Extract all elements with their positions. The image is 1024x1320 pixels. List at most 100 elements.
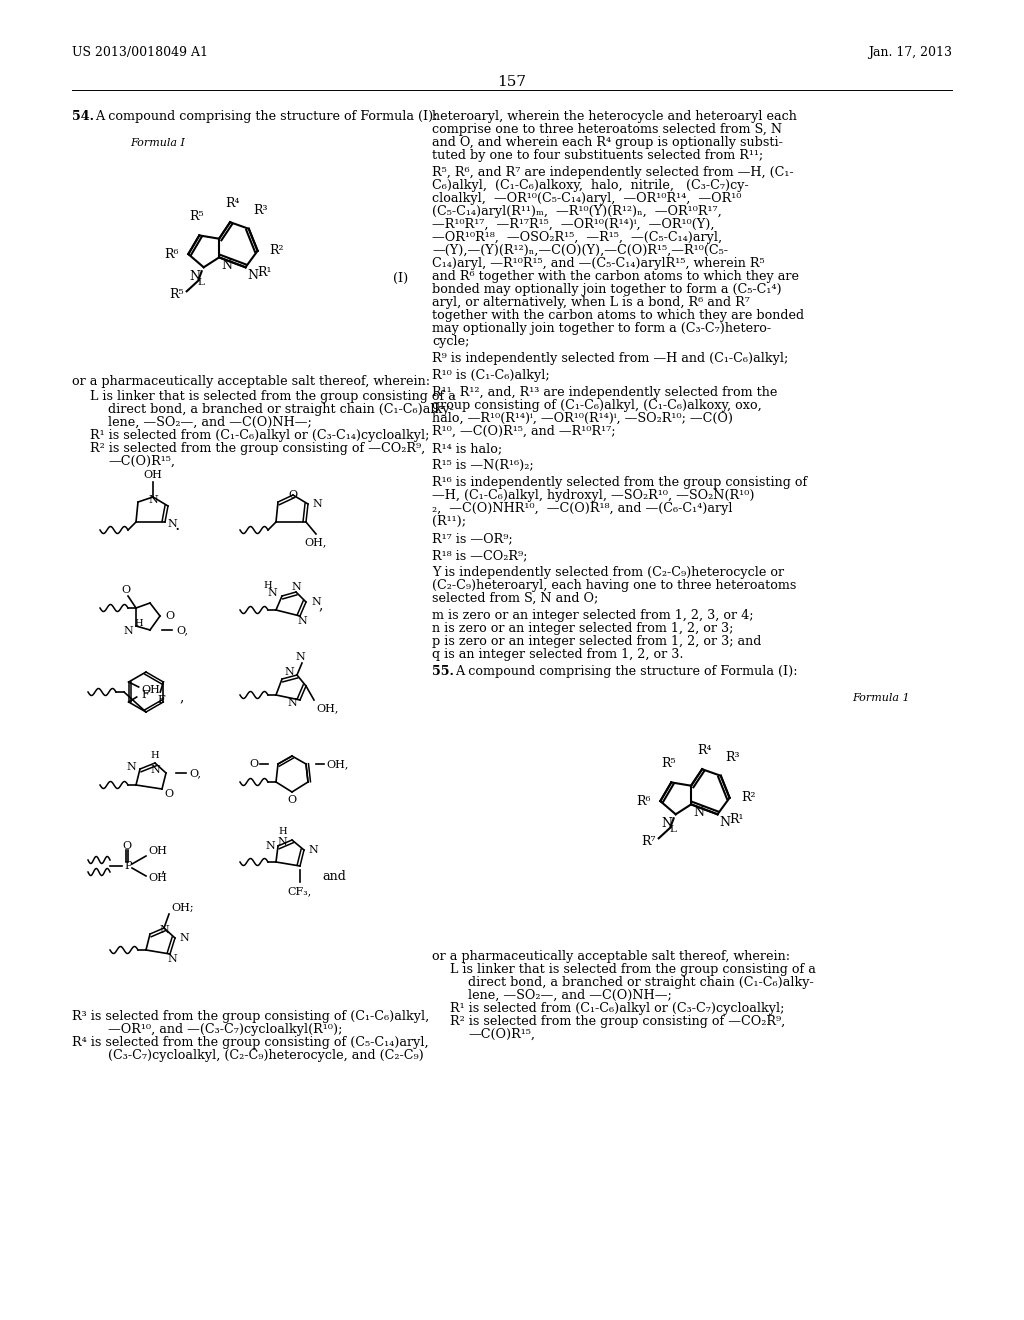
Text: Jan. 17, 2013: Jan. 17, 2013	[868, 46, 952, 59]
Text: OH,: OH,	[305, 537, 328, 546]
Text: halo, —R¹⁰(R¹⁴)ⁱ, —OR¹⁰(R¹⁴)ⁱ, —SO₂R¹⁰; —C(O): halo, —R¹⁰(R¹⁴)ⁱ, —OR¹⁰(R¹⁴)ⁱ, —SO₂R¹⁰; …	[432, 412, 733, 425]
Text: N: N	[662, 817, 673, 830]
Text: C₆)alkyl,  (C₁-C₆)alkoxy,  halo,  nitrile,   (C₃-C₇)cy-: C₆)alkyl, (C₁-C₆)alkoxy, halo, nitrile, …	[432, 180, 749, 191]
Text: N: N	[179, 933, 188, 942]
Text: comprise one to three heteroatoms selected from S, N: comprise one to three heteroatoms select…	[432, 123, 782, 136]
Text: N: N	[167, 954, 177, 964]
Text: (I): (I)	[393, 272, 409, 285]
Text: R³ is selected from the group consisting of (C₁-C₆)alkyl,: R³ is selected from the group consisting…	[72, 1010, 429, 1023]
Text: cycle;: cycle;	[432, 335, 469, 348]
Text: R¹ is selected from (C₁-C₆)alkyl or (C₃-C₁₄)cycloalkyl;: R¹ is selected from (C₁-C₆)alkyl or (C₃-…	[90, 429, 429, 442]
Text: OH: OH	[148, 846, 167, 855]
Text: p is zero or an integer selected from 1, 2, or 3; and: p is zero or an integer selected from 1,…	[432, 635, 762, 648]
Text: N: N	[151, 766, 160, 775]
Text: ,: ,	[179, 690, 183, 704]
Text: O: O	[249, 759, 258, 770]
Text: m is zero or an integer selected from 1, 2, 3, or 4;: m is zero or an integer selected from 1,…	[432, 609, 754, 622]
Text: H: H	[135, 619, 143, 627]
Text: R¹⁶ is independently selected from the group consisting of: R¹⁶ is independently selected from the g…	[432, 477, 807, 488]
Text: R¹¹, R¹², and, R¹³ are independently selected from the: R¹¹, R¹², and, R¹³ are independently sel…	[432, 385, 777, 399]
Text: N: N	[311, 597, 321, 607]
Text: selected from S, N and O;: selected from S, N and O;	[432, 591, 598, 605]
Text: heteroaryl, wherein the heterocycle and heteroaryl each: heteroaryl, wherein the heterocycle and …	[432, 110, 797, 123]
Text: OH: OH	[143, 470, 163, 480]
Text: O: O	[164, 789, 173, 799]
Text: or a pharmaceutically acceptable salt thereof, wherein:: or a pharmaceutically acceptable salt th…	[72, 375, 430, 388]
Text: H: H	[279, 828, 287, 837]
Text: O: O	[123, 841, 131, 851]
Text: —C(O)R¹⁵,: —C(O)R¹⁵,	[108, 455, 175, 469]
Text: N: N	[312, 499, 322, 510]
Text: N: N	[297, 616, 307, 626]
Text: O: O	[165, 611, 174, 620]
Text: (R¹¹);: (R¹¹);	[432, 515, 466, 528]
Text: —R¹⁰R¹⁷,  —R¹⁷R¹⁵,  —OR¹⁰(R¹⁴)ⁱ,  —OR¹⁰(Y),: —R¹⁰R¹⁷, —R¹⁷R¹⁵, —OR¹⁰(R¹⁴)ⁱ, —OR¹⁰(Y),	[432, 218, 715, 231]
Text: 157: 157	[498, 75, 526, 88]
Text: R⁶: R⁶	[636, 795, 650, 808]
Text: (C₃-C₇)cycloalkyl, (C₂-C₉)heterocycle, and (C₂-C₉): (C₃-C₇)cycloalkyl, (C₂-C₉)heterocycle, a…	[108, 1049, 424, 1063]
Text: R¹⁰ is (C₁-C₆)alkyl;: R¹⁰ is (C₁-C₆)alkyl;	[432, 370, 550, 381]
Text: n is zero or an integer selected from 1, 2, or 3;: n is zero or an integer selected from 1,…	[432, 622, 733, 635]
Text: R²: R²	[741, 791, 756, 804]
Text: CF₃,: CF₃,	[288, 886, 312, 896]
Text: R¹⁴ is halo;: R¹⁴ is halo;	[432, 442, 502, 455]
Text: OH;: OH;	[171, 903, 194, 913]
Text: N: N	[248, 269, 258, 282]
Text: OH,: OH,	[326, 759, 348, 770]
Text: and O, and wherein each R⁴ group is optionally substi-: and O, and wherein each R⁴ group is opti…	[432, 136, 783, 149]
Text: N: N	[267, 587, 278, 598]
Text: —OR¹⁰, and —(C₃-C₇)cycloalkyl(R¹⁰);: —OR¹⁰, and —(C₃-C₇)cycloalkyl(R¹⁰);	[108, 1023, 342, 1036]
Text: L: L	[670, 825, 676, 834]
Text: H: H	[263, 582, 272, 590]
Text: R⁶: R⁶	[164, 248, 178, 260]
Text: F: F	[141, 690, 150, 700]
Text: Y is independently selected from (C₂-C₉)heterocycle or: Y is independently selected from (C₂-C₉)…	[432, 566, 784, 579]
Text: R² is selected from the group consisting of —CO₂R⁹,: R² is selected from the group consisting…	[450, 1015, 785, 1028]
Text: O: O	[289, 490, 298, 500]
Text: N: N	[278, 837, 287, 847]
Text: R¹⁸ is —CO₂R⁹;: R¹⁸ is —CO₂R⁹;	[432, 549, 527, 562]
Text: —H, (C₁-C₆)alkyl, hydroxyl, —SO₂R¹⁰, —SO₂N(R¹⁰): —H, (C₁-C₆)alkyl, hydroxyl, —SO₂R¹⁰, —SO…	[432, 488, 755, 502]
Text: (C₅-C₁₄)aryl(R¹¹)ₘ,  —R¹⁰(Y)(R¹²)ₙ,  —OR¹⁰R¹⁷,: (C₅-C₁₄)aryl(R¹¹)ₘ, —R¹⁰(Y)(R¹²)ₙ, —OR¹⁰…	[432, 205, 722, 218]
Text: —(Y),—(Y)(R¹²)ₙ,—C(O)(Y),—C(O)R¹⁵,—R¹⁰(C₅-: —(Y),—(Y)(R¹²)ₙ,—C(O)(Y),—C(O)R¹⁵,—R¹⁰(C…	[432, 244, 728, 257]
Text: Formula 1: Formula 1	[852, 693, 910, 704]
Text: 54.: 54.	[72, 110, 94, 123]
Text: O,: O,	[176, 624, 188, 635]
Text: R³: R³	[725, 751, 739, 764]
Text: N: N	[126, 762, 136, 772]
Text: N: N	[189, 271, 201, 284]
Text: or a pharmaceutically acceptable salt thereof, wherein:: or a pharmaceutically acceptable salt th…	[432, 950, 791, 964]
Text: O: O	[122, 585, 131, 595]
Text: R⁴: R⁴	[697, 744, 712, 758]
Text: together with the carbon atoms to which they are bonded: together with the carbon atoms to which …	[432, 309, 804, 322]
Text: and: and	[322, 870, 346, 883]
Text: —OR¹⁰R¹⁸,  —OSO₂R¹⁵,  —R¹⁵,  —(C₅-C₁₄)aryl,: —OR¹⁰R¹⁸, —OSO₂R¹⁵, —R¹⁵, —(C₅-C₁₄)aryl,	[432, 231, 722, 244]
Text: R¹⁰, —C(O)R¹⁵, and —R¹⁰R¹⁷;: R¹⁰, —C(O)R¹⁵, and —R¹⁰R¹⁷;	[432, 425, 615, 438]
Text: tuted by one to four substituents selected from R¹¹;: tuted by one to four substituents select…	[432, 149, 763, 162]
Text: N: N	[288, 698, 297, 708]
Text: F: F	[158, 696, 165, 705]
Text: N: N	[308, 845, 317, 855]
Text: R⁵: R⁵	[169, 288, 183, 301]
Text: bonded may optionally join together to form a (C₅-C₁⁴): bonded may optionally join together to f…	[432, 282, 781, 296]
Text: q is an integer selected from 1, 2, or 3.: q is an integer selected from 1, 2, or 3…	[432, 648, 683, 661]
Text: aryl, or alternatively, when L is a bond, R⁶ and R⁷: aryl, or alternatively, when L is a bond…	[432, 296, 750, 309]
Text: R¹⁵ is —N(R¹⁶)₂;: R¹⁵ is —N(R¹⁶)₂;	[432, 459, 534, 473]
Text: and R⁶ together with the carbon atoms to which they are: and R⁶ together with the carbon atoms to…	[432, 271, 799, 282]
Text: R⁹ is independently selected from —H and (C₁-C₆)alkyl;: R⁹ is independently selected from —H and…	[432, 352, 788, 366]
Text: N: N	[123, 626, 133, 636]
Text: direct bond, a branched or straight chain (C₁-C₆)alky-: direct bond, a branched or straight chai…	[108, 403, 454, 416]
Text: US 2013/0018049 A1: US 2013/0018049 A1	[72, 46, 208, 59]
Text: N: N	[720, 816, 730, 829]
Text: R¹⁷ is —OR⁹;: R¹⁷ is —OR⁹;	[432, 532, 513, 545]
Text: cloalkyl,  —OR¹⁰(C₅-C₁₄)aryl,  —OR¹⁰R¹⁴,  —OR¹⁰: cloalkyl, —OR¹⁰(C₅-C₁₄)aryl, —OR¹⁰R¹⁴, —…	[432, 191, 741, 205]
Text: P: P	[124, 861, 132, 871]
Text: ₂,  —C(O)NHR¹⁰,  —C(O)R¹⁸, and —(C₆-C₁⁴)aryl: ₂, —C(O)NHR¹⁰, —C(O)R¹⁸, and —(C₆-C₁⁴)ar…	[432, 502, 732, 515]
Text: N: N	[148, 495, 158, 506]
Text: R² is selected from the group consisting of —CO₂R⁹,: R² is selected from the group consisting…	[90, 442, 425, 455]
Text: R³: R³	[253, 203, 267, 216]
Text: N: N	[295, 652, 305, 663]
Text: N: N	[167, 519, 177, 529]
Text: group consisting of (C₁-C₆)alkyl, (C₁-C₆)alkoxy, oxo,: group consisting of (C₁-C₆)alkyl, (C₁-C₆…	[432, 399, 762, 412]
Text: .: .	[174, 516, 179, 533]
